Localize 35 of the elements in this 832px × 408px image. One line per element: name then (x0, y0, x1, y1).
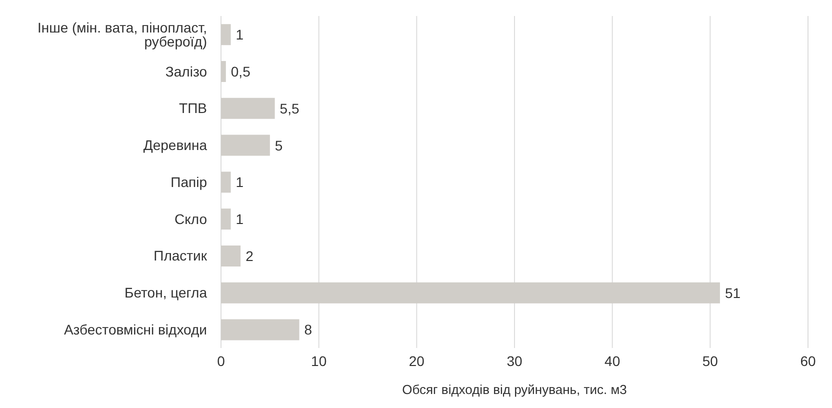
y-tick-label: Деревина (143, 137, 208, 154)
bar (221, 319, 300, 340)
x-tick-label: 10 (311, 352, 327, 369)
data-label: 8 (304, 322, 312, 338)
data-label: 1 (236, 174, 244, 190)
data-label: 0,5 (230, 63, 251, 80)
bar (221, 134, 270, 156)
y-tick-label: Залізо (165, 63, 208, 80)
data-label: 5,5 (280, 100, 300, 116)
bar (221, 208, 231, 230)
x-tick-label: 60 (800, 352, 816, 369)
data-label: 51 (724, 284, 741, 301)
y-tick-label: ТПВ (179, 100, 207, 116)
x-tick-label: 40 (604, 352, 620, 369)
data-label: 1 (236, 211, 244, 228)
y-tick-label: Інше (мін. вата, пінопласт, рубероїд) (37, 19, 207, 50)
data-label: 1 (236, 26, 244, 43)
y-tick-label: Папір (170, 174, 208, 190)
bar (221, 245, 241, 266)
x-tick-label: 20 (408, 352, 425, 369)
x-tick-label: 50 (702, 352, 718, 369)
bar (221, 172, 231, 193)
bar (221, 24, 231, 46)
bar (221, 61, 226, 82)
data-label: 2 (246, 248, 254, 264)
y-tick-label: Азбестовмісні відходи (64, 322, 207, 338)
x-tick-label: 0 (217, 352, 226, 369)
y-tick-label: Скло (174, 210, 208, 227)
x-axis-title: Обсяг відходів від руйнувань, тис. м3 (402, 382, 627, 397)
x-tick-label: 30 (506, 352, 522, 369)
bar (221, 98, 275, 119)
y-tick-label: Бетон, цегла (124, 284, 208, 301)
data-label: 5 (274, 137, 283, 154)
y-tick-label: Пластик (154, 248, 208, 264)
bar (221, 282, 720, 304)
